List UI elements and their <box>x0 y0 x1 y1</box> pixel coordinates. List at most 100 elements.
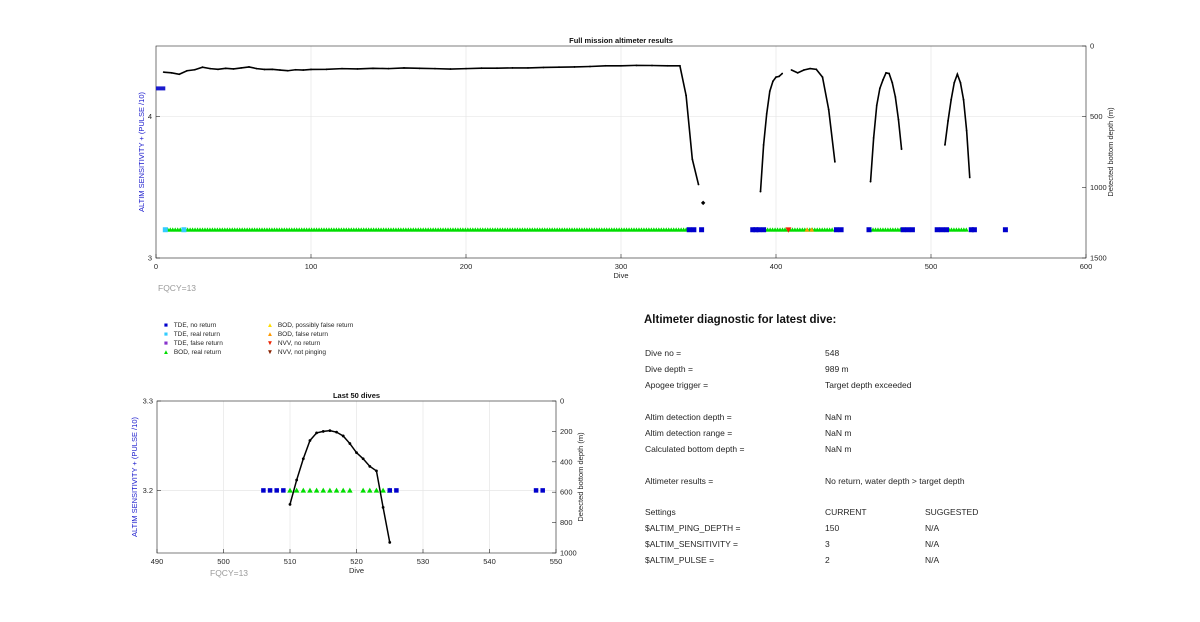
depth-point <box>263 68 266 71</box>
depth-point <box>965 129 968 132</box>
depth-point <box>368 464 372 468</box>
tde-no-return-marker <box>1002 227 1008 233</box>
depth-point <box>328 429 332 433</box>
y-tick-label: 4 <box>148 112 152 121</box>
tde-no-return-marker <box>761 227 767 233</box>
depth-point <box>885 71 887 74</box>
depth-point <box>765 112 768 115</box>
depth-point <box>827 108 830 111</box>
legend-item: ■ TDE, no return <box>160 322 216 329</box>
setting-suggested: N/A <box>925 555 940 565</box>
x-tick-label: 500 <box>925 262 938 271</box>
y2-tick-label: 0 <box>560 397 564 406</box>
bod-false-return-marker <box>809 227 815 232</box>
depth-point <box>651 64 653 67</box>
depth-point <box>768 90 771 93</box>
setting-row: $ALTIM_PING_DEPTH = 150 N/A <box>644 523 1164 535</box>
tde-real-return-marker <box>181 227 187 233</box>
legend-label: BOD, possibly false return <box>277 322 354 329</box>
y2-axis-label: Detected bottom depth (m) <box>576 432 585 522</box>
x-tick-label: 600 <box>1080 262 1093 271</box>
depth-point <box>558 66 560 69</box>
depth-point <box>356 67 359 70</box>
bod-real-return-marker <box>963 227 969 232</box>
legend-item: ▲ BOD, false return <box>264 331 328 338</box>
depth-point <box>900 148 903 151</box>
tde-no-return-marker <box>900 227 906 233</box>
tde-no-return-marker <box>750 227 756 233</box>
row-label: Dive no = <box>645 348 682 358</box>
chart-title: Last 50 dives <box>333 391 380 400</box>
depth-series-line <box>869 71 903 182</box>
depth-point <box>697 183 700 186</box>
depth-series-line <box>163 64 700 185</box>
depth-point <box>348 442 352 445</box>
tde-no-return-marker <box>753 227 759 233</box>
tde-no-return-marker <box>939 227 945 233</box>
diagnostic-row: Altim detection depth = NaN m <box>644 412 1164 424</box>
x-axis-label: Dive <box>613 271 628 280</box>
depth-series-line <box>944 71 971 178</box>
setting-current: 3 <box>825 539 830 549</box>
depth-point <box>301 457 305 461</box>
depth-point <box>361 457 365 461</box>
bod-real-return-marker <box>313 487 320 493</box>
diagnostic-row: Apogee trigger = Target depth exceeded <box>644 380 1164 392</box>
x-tick-label: 300 <box>615 262 628 271</box>
row-value: 989 m <box>825 364 849 374</box>
tde-no-return-marker <box>944 227 949 233</box>
tde-no-return-marker <box>699 227 705 233</box>
depth-point <box>878 87 881 90</box>
depth-point <box>891 81 894 84</box>
setting-row: $ALTIM_SENSITIVITY = 3 N/A <box>644 539 1164 551</box>
tde-no-return-marker <box>866 227 872 233</box>
diagnostic-title: Altimeter diagnostic for latest dive: <box>644 314 837 326</box>
y-axis-label: ALTIM SENSITIVITY + (PULSE /10) <box>130 417 139 537</box>
row-label: Dive depth = <box>645 364 693 374</box>
depth-point <box>950 98 953 101</box>
setting-marker <box>156 86 166 91</box>
legend-symbol: ▼ <box>266 349 274 356</box>
depth-point <box>315 431 318 435</box>
y-tick-label: 3.2 <box>143 486 153 495</box>
depth-point <box>341 434 345 438</box>
depth-point <box>620 64 622 67</box>
legend-item: ■ TDE, false return <box>160 340 223 347</box>
bod-false-return-marker <box>804 227 810 232</box>
depth-point <box>341 67 343 70</box>
row-label: Altim detection depth = <box>645 412 732 422</box>
depth-point <box>834 160 836 163</box>
x-tick-label: 490 <box>151 557 164 566</box>
depth-point <box>178 73 181 76</box>
depth-point <box>375 469 378 473</box>
marker-legend: ■ TDE, no return ■ TDE, real return ■ TD… <box>160 322 400 362</box>
legend-symbol: ▲ <box>266 331 274 338</box>
suggested-header: SUGGESTED <box>925 507 979 517</box>
depth-point <box>604 64 607 67</box>
depth-point <box>542 66 545 69</box>
tde-no-return-marker <box>968 227 974 233</box>
depth-point <box>897 118 900 121</box>
setting-row: $ALTIM_PULSE = 2 N/A <box>644 555 1164 567</box>
x-tick-label: 540 <box>483 557 496 566</box>
y2-tick-label: 200 <box>560 427 573 436</box>
depth-series-line <box>791 67 836 162</box>
y2-axis-label: Detected bottom depth (m) <box>1106 107 1115 197</box>
depth-point <box>295 478 299 482</box>
depth-point <box>381 506 385 509</box>
tde-no-return-marker <box>261 488 266 493</box>
tde-no-return-marker <box>909 227 915 233</box>
depth-point <box>772 80 774 83</box>
depth-point <box>170 71 173 74</box>
depth-point <box>959 81 962 84</box>
depth-point <box>700 200 706 206</box>
diagnostic-row: Altimeter results = No return, water dept… <box>644 476 1164 488</box>
tde-no-return-marker <box>533 488 539 493</box>
depth-point <box>511 67 514 69</box>
bod-real-return-marker <box>333 487 340 493</box>
tde-no-return-marker <box>905 227 911 233</box>
setting-label: $ALTIM_SENSITIVITY = <box>645 539 738 549</box>
row-value: No return, water depth > target depth <box>825 476 965 486</box>
depth-point <box>775 76 777 78</box>
setting-label: $ALTIM_PULSE = <box>645 555 715 565</box>
